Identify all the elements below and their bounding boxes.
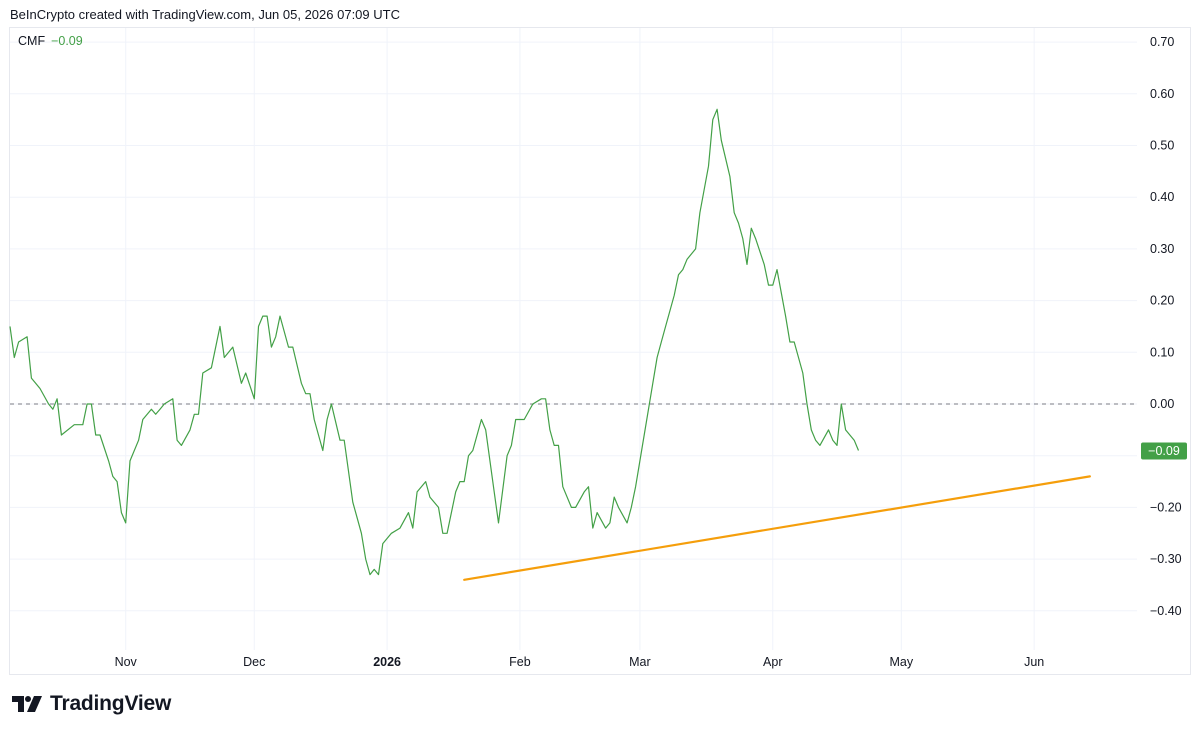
support-trendline xyxy=(463,475,1091,581)
x-tick-label: Apr xyxy=(763,655,782,669)
x-tick-label: May xyxy=(890,655,914,669)
tradingview-logo-text: TradingView xyxy=(50,692,172,715)
x-tick-label: Feb xyxy=(509,655,531,669)
indicator-legend: CMF −0.09 xyxy=(18,34,83,48)
last-value-badge xyxy=(1141,442,1187,460)
x-tick-label: 2026 xyxy=(373,655,401,669)
x-tick-label: Dec xyxy=(243,655,265,669)
y-tick-label: 0.20 xyxy=(1150,294,1174,308)
y-tick-label: 0.50 xyxy=(1150,139,1174,153)
y-tick-label: 0.70 xyxy=(1150,35,1174,49)
tradingview-logo-icon xyxy=(12,696,42,712)
y-tick-label: −0.20 xyxy=(1150,500,1182,514)
y-tick-label: 0.10 xyxy=(1150,345,1174,359)
y-tick-label: 0.00 xyxy=(1150,397,1174,411)
attribution-caption: BeInCrypto created with TradingView.com,… xyxy=(10,7,400,22)
y-tick-label: 0.60 xyxy=(1150,87,1174,101)
x-tick-label: Nov xyxy=(115,655,138,669)
cmf-line xyxy=(9,108,860,576)
last-value-label: −0.09 xyxy=(1148,444,1180,458)
indicator-name: CMF xyxy=(18,34,46,48)
cmf-chart: 0.700.600.500.400.300.200.100.00−0.10−0.… xyxy=(9,28,1187,669)
x-tick-label: Mar xyxy=(629,655,651,669)
chart-frame xyxy=(9,27,1191,675)
indicator-value: −0.09 xyxy=(51,34,83,48)
x-tick-label: Jun xyxy=(1024,655,1044,669)
y-tick-label: −0.30 xyxy=(1150,552,1182,566)
y-tick-label: −0.40 xyxy=(1150,604,1182,618)
tradingview-logo: TradingView xyxy=(12,690,171,718)
y-tick-label: 0.30 xyxy=(1150,242,1174,256)
y-tick-label: 0.40 xyxy=(1150,190,1174,204)
